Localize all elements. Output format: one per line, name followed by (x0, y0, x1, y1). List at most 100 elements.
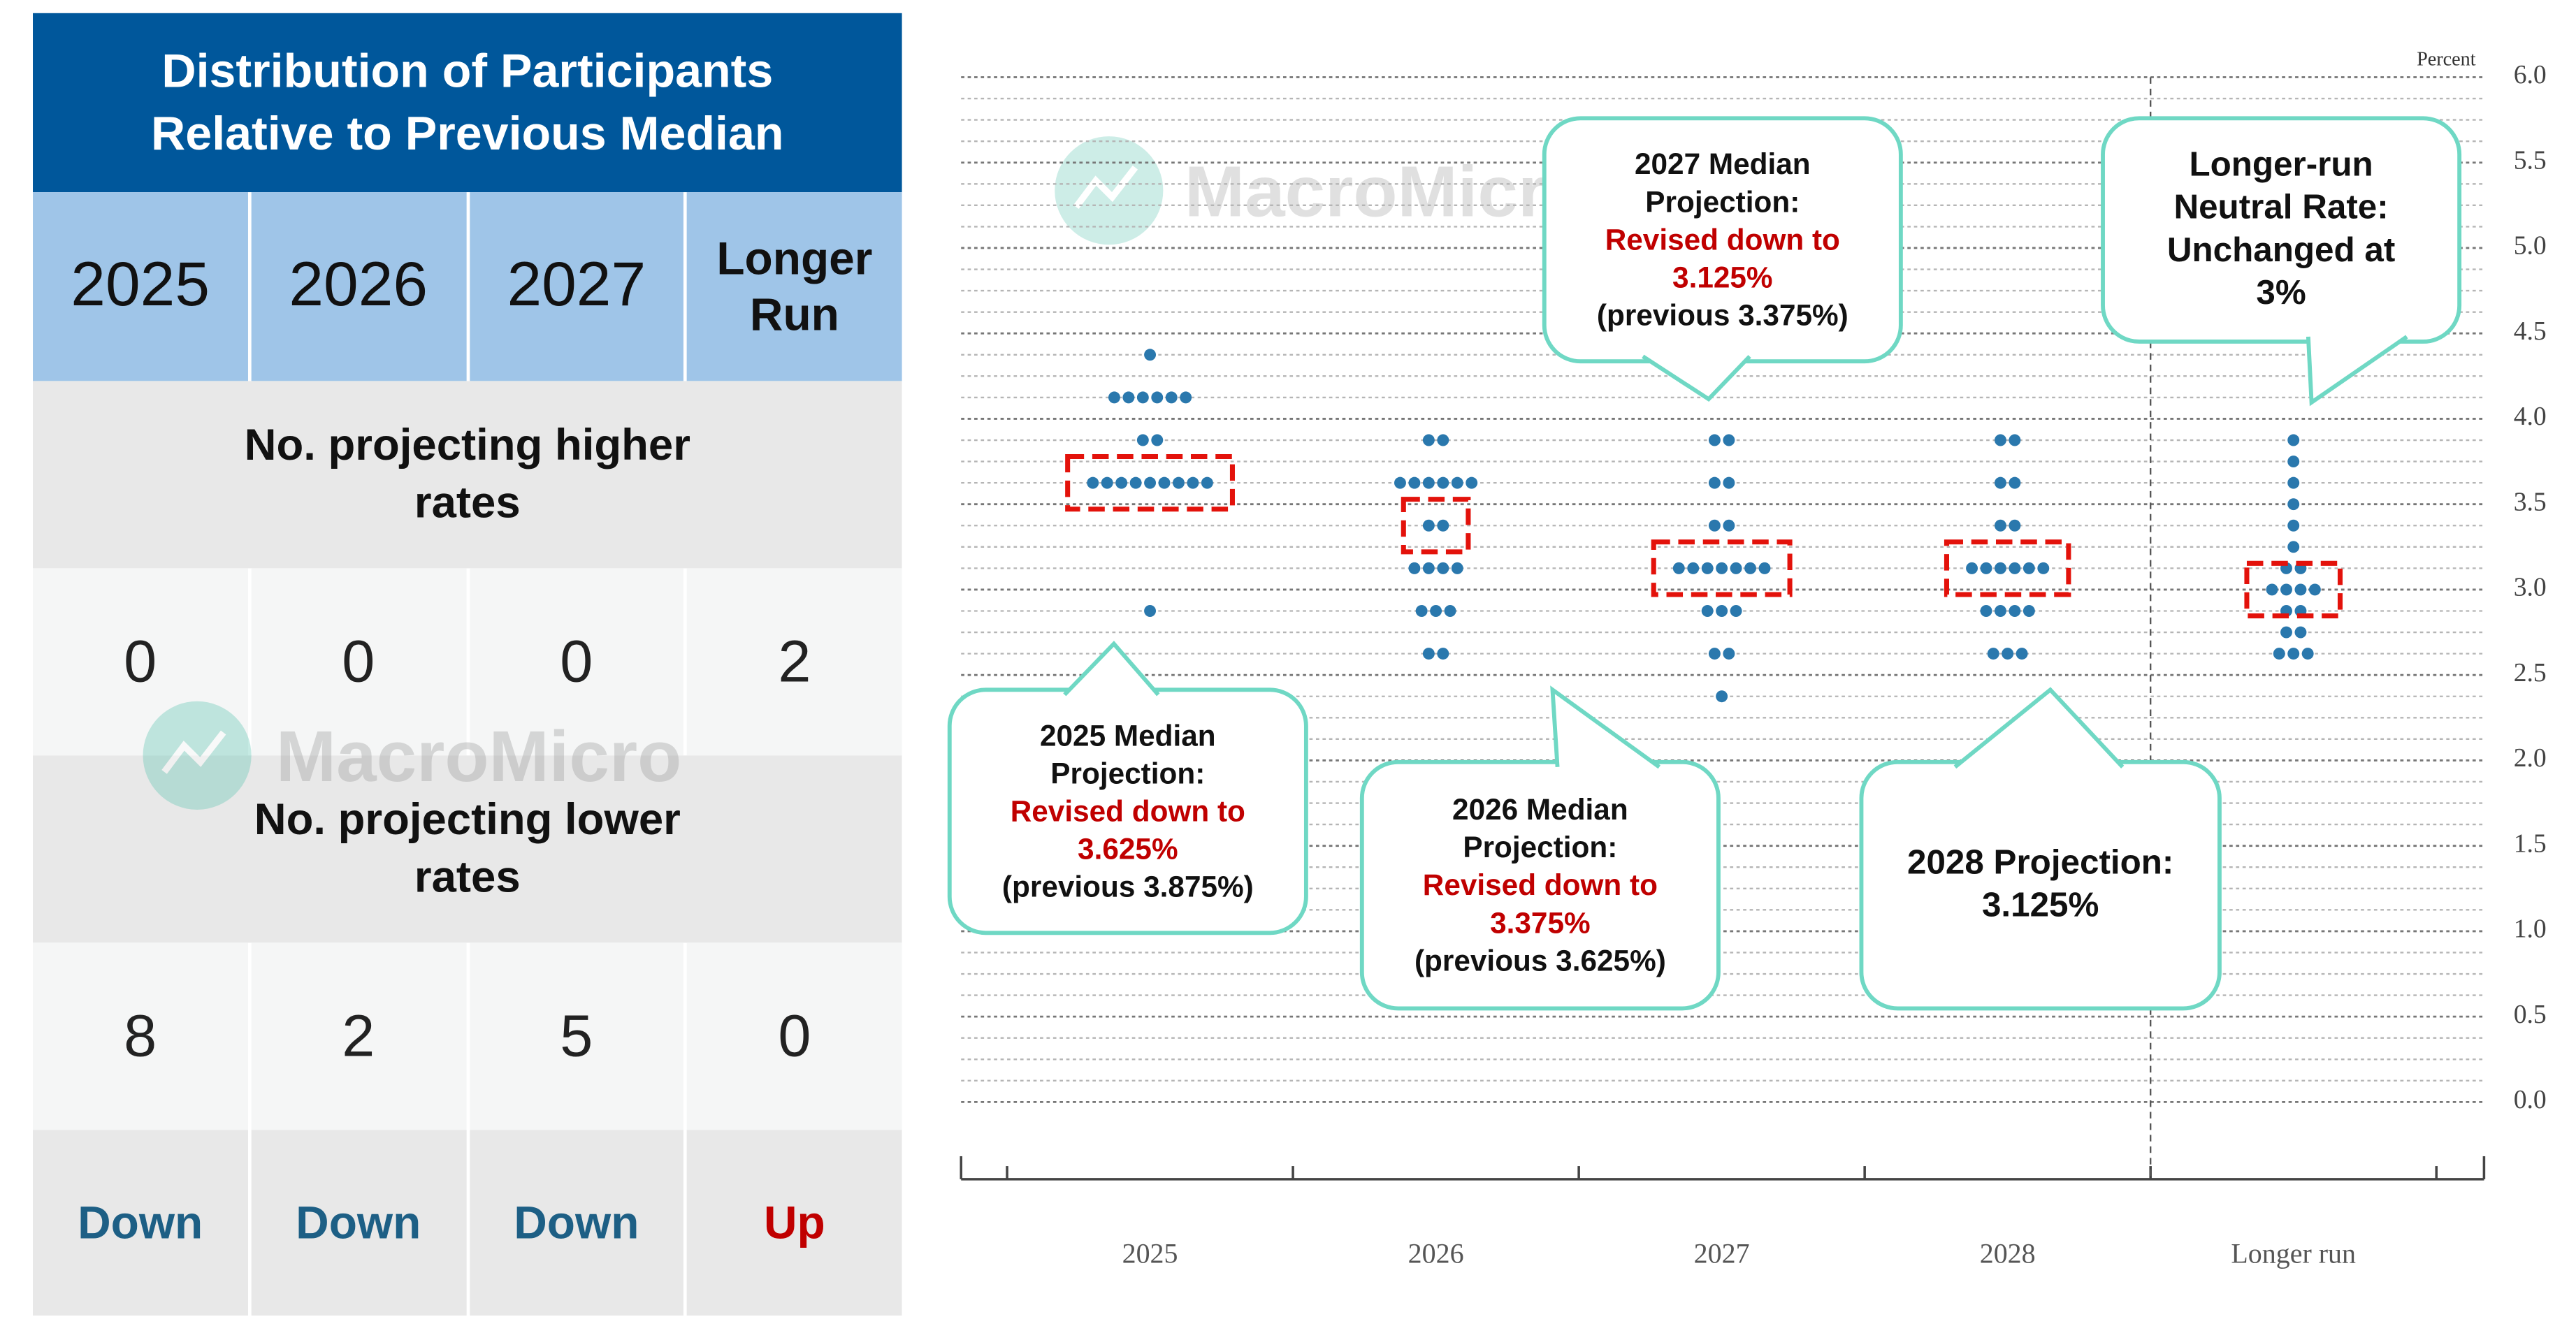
y-tick-label: 6.0 (2514, 60, 2547, 89)
x-tick-label: 2026 (1408, 1238, 1464, 1269)
dot (1716, 605, 1728, 617)
y-tick-label: 2.5 (2514, 658, 2547, 687)
dot (1437, 562, 1449, 574)
dot (1994, 562, 2006, 574)
callout-heading: 2027 Median Projection: (1634, 147, 1811, 218)
median-box (1651, 539, 1793, 597)
watermark-logo-line (161, 730, 226, 774)
callout-tail (1953, 687, 2125, 769)
dot (2287, 434, 2300, 446)
dot (1165, 391, 1178, 404)
dot (1151, 434, 1164, 446)
dot (1723, 476, 1735, 489)
dot (2294, 583, 2307, 596)
dot (2287, 541, 2300, 553)
dot (1730, 562, 1742, 574)
y-axis-label: Percent (2417, 48, 2476, 70)
dot (1730, 605, 1742, 617)
callout-heading: 2025 Median Projection: (1039, 718, 1216, 789)
x-tick-label: 2027 (1694, 1238, 1750, 1269)
dot (1136, 434, 1149, 446)
count-cell: 2 (251, 942, 466, 1130)
dot (1101, 476, 1113, 489)
dot (1158, 476, 1171, 489)
dot (1723, 519, 1735, 532)
dot (2301, 648, 2314, 660)
dot (1708, 648, 1721, 660)
dot (1708, 434, 1721, 446)
dot (2009, 562, 2021, 574)
direction-cell: Down (469, 1130, 684, 1316)
dot (2287, 519, 2300, 532)
callout-revision: Revised down to 3.125% (1605, 222, 1840, 293)
dot (1187, 476, 1199, 489)
callout-tail (1642, 354, 1751, 402)
dot (1122, 391, 1135, 404)
dot (1994, 434, 2006, 446)
column-header: 2025 (33, 192, 248, 381)
dot (1716, 690, 1728, 703)
dot (1994, 476, 2006, 489)
dot (2023, 605, 2035, 617)
dot (2287, 456, 2300, 468)
dot (1451, 562, 1463, 574)
dot (1408, 562, 1421, 574)
dot (1408, 476, 1421, 489)
section-label: No. projecting higher rates (33, 381, 902, 569)
dot (1422, 519, 1435, 532)
dot (1980, 605, 1992, 617)
callout-heading: Longer-run Neutral Rate: Unchanged at 3% (2166, 146, 2396, 312)
dot (2287, 498, 2300, 511)
callout-previous: (previous 3.875%) (1001, 869, 1254, 903)
dot (2009, 519, 2021, 532)
callout-heading: 2026 Median Projection: (1452, 792, 1628, 864)
callout-text: Longer-run Neutral Rate: Unchanged at 3% (2103, 118, 2459, 342)
dot (2308, 583, 2321, 596)
dot (1115, 476, 1128, 489)
dot (1136, 391, 1149, 404)
table: Distribution of Participants Relative to… (33, 13, 902, 1316)
watermark: MacroMicro (143, 701, 681, 810)
y-tick-label: 4.0 (2514, 402, 2547, 431)
median-box (1065, 453, 1235, 512)
x-tick-label: 2025 (1122, 1238, 1178, 1269)
callout-text: 2025 Median Projection: Revised down to 3… (950, 690, 1306, 933)
section-label-text: No. projecting lower rates (254, 794, 681, 902)
median-box (2244, 560, 2343, 619)
x-tick-label: Longer run (2231, 1238, 2356, 1269)
watermark: MacroMicro (1055, 136, 1590, 245)
y-tick-label: 5.0 (2514, 231, 2547, 261)
title-text: Distribution of Participants Relative to… (151, 45, 784, 161)
dot (1716, 562, 1728, 574)
dot (2287, 648, 2300, 660)
dot (1422, 648, 1435, 660)
watermark-text: MacroMicro (276, 715, 681, 796)
count-cell: 5 (469, 942, 684, 1130)
dot (2009, 476, 2021, 489)
dot (1444, 605, 1456, 617)
count-cell: 0 (33, 568, 248, 756)
dot (1672, 562, 1685, 574)
y-tick-label: 3.5 (2514, 487, 2547, 516)
dot (1723, 648, 1735, 660)
dot (1430, 605, 1442, 617)
dot (2287, 476, 2300, 489)
dot (1701, 562, 1714, 574)
dot (1708, 519, 1721, 532)
y-tick-label: 0.0 (2514, 1085, 2547, 1114)
dot (2280, 583, 2292, 596)
dot (2037, 562, 2050, 574)
callout-tail (1550, 685, 1661, 769)
callout-revision: Revised down to 3.625% (1010, 794, 1245, 865)
callout-text: 2028 Projection: 3.125% (1861, 762, 2219, 1009)
dot (1144, 476, 1157, 489)
dot (1394, 476, 1406, 489)
x-tick-label: 2028 (1980, 1238, 2036, 1269)
dot (1708, 476, 1721, 489)
y-tick-label: 5.5 (2514, 145, 2547, 175)
count-cell: 8 (33, 942, 248, 1130)
dot (1687, 562, 1700, 574)
